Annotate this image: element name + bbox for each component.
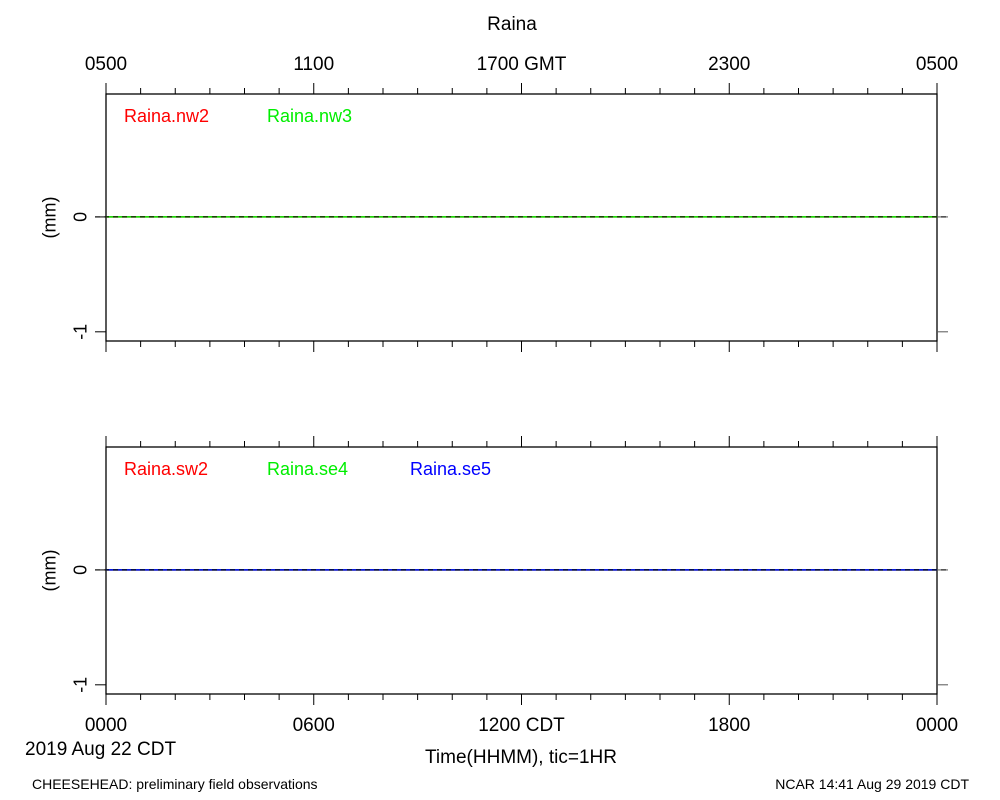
- axis-labels: 0500 1100 1700 GMT 2300 0500 0000 0600 1200 CDT…: [25, 54, 958, 768]
- top-legend-1: Raina.nw3: [267, 106, 352, 126]
- top-axis-tick-label-3: 2300: [708, 54, 750, 75]
- bottom-ytick-label-1: -1: [70, 677, 90, 693]
- bottom-ylabel: (mm): [39, 550, 59, 592]
- top-ytick-label-1: -1: [70, 324, 90, 340]
- top-ytick-label-0: 0: [70, 212, 90, 222]
- top-axis-tick-label-2: 1700 GMT: [477, 54, 567, 75]
- top-panel: 0 -1 (mm) Raina.nw2 Raina.nw3: [39, 83, 948, 352]
- footer-left: CHEESEHEAD: preliminary field observatio…: [32, 776, 318, 792]
- chart-title: Raina: [487, 14, 537, 35]
- footer-right: NCAR 14:41 Aug 29 2019 CDT: [775, 776, 969, 792]
- bottom-legend-0: Raina.sw2: [124, 459, 208, 479]
- bottom-axis-tick-label-0: 0000: [85, 715, 127, 736]
- bottom-ytick-label-0: 0: [70, 565, 90, 575]
- date-label: 2019 Aug 22 CDT: [25, 739, 176, 760]
- top-axis-tick-label-0: 0500: [85, 54, 127, 75]
- bottom-legend-2: Raina.se5: [410, 459, 491, 479]
- bottom-panel: 0 -1 (mm) Raina.sw2 Raina.se4 Raina.se5: [39, 436, 948, 705]
- bottom-legend-1: Raina.se4: [267, 459, 348, 479]
- bottom-axis-tick-label-3: 1800: [708, 715, 750, 736]
- x-axis-label: Time(HHMM), tic=1HR: [425, 747, 617, 768]
- bottom-axis-tick-label-2: 1200 CDT: [478, 715, 565, 736]
- bottom-axis-tick-label-1: 0600: [293, 715, 335, 736]
- top-axis-tick-label-4: 0500: [916, 54, 958, 75]
- bottom-axis-tick-label-4: 0000: [916, 715, 958, 736]
- top-legend-0: Raina.nw2: [124, 106, 209, 126]
- top-ylabel: (mm): [39, 197, 59, 239]
- top-axis-tick-label-1: 1100: [293, 54, 334, 75]
